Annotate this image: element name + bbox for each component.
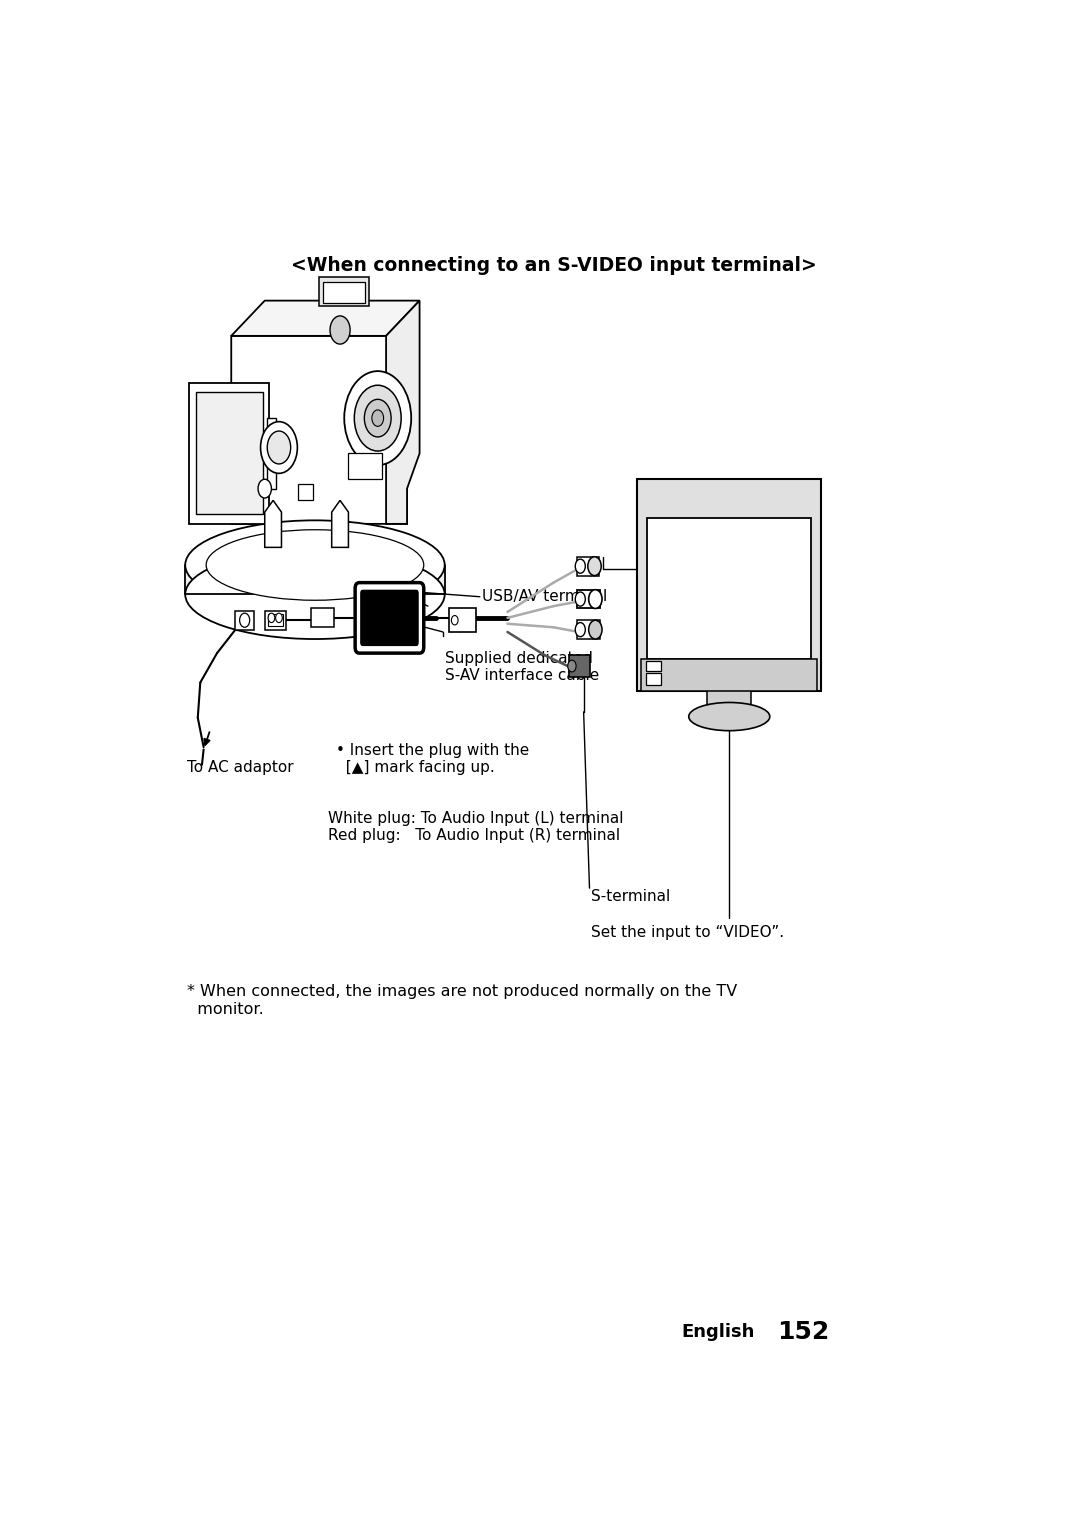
Circle shape xyxy=(589,589,602,609)
FancyBboxPatch shape xyxy=(186,565,444,594)
FancyBboxPatch shape xyxy=(577,620,600,639)
Circle shape xyxy=(267,430,291,464)
FancyBboxPatch shape xyxy=(646,661,661,671)
FancyBboxPatch shape xyxy=(355,583,423,653)
FancyBboxPatch shape xyxy=(268,615,283,626)
Circle shape xyxy=(364,400,391,436)
FancyBboxPatch shape xyxy=(449,609,475,632)
FancyBboxPatch shape xyxy=(577,557,598,575)
Text: • Insert the plug with the
  [▲] mark facing up.: • Insert the plug with the [▲] mark faci… xyxy=(336,743,529,775)
FancyBboxPatch shape xyxy=(349,453,382,479)
FancyBboxPatch shape xyxy=(647,517,811,659)
FancyBboxPatch shape xyxy=(320,278,369,307)
FancyBboxPatch shape xyxy=(707,688,752,714)
Polygon shape xyxy=(265,501,282,548)
Text: USB/AV terminal: USB/AV terminal xyxy=(483,589,608,604)
Text: White plug: To Audio Input (L) terminal
Red plug:   To Audio Input (R) terminal: White plug: To Audio Input (L) terminal … xyxy=(327,810,623,844)
Polygon shape xyxy=(387,301,420,523)
FancyBboxPatch shape xyxy=(360,589,419,645)
Polygon shape xyxy=(189,383,269,523)
Circle shape xyxy=(330,316,350,343)
Text: Yellow plug:
Not connected*: Yellow plug: Not connected* xyxy=(637,569,757,601)
Circle shape xyxy=(354,385,401,452)
FancyBboxPatch shape xyxy=(197,392,264,514)
FancyBboxPatch shape xyxy=(577,589,600,609)
FancyBboxPatch shape xyxy=(637,479,821,691)
Text: * When connected, the images are not produced normally on the TV
  monitor.: * When connected, the images are not pro… xyxy=(187,984,738,1016)
Circle shape xyxy=(260,421,297,473)
Text: <When connecting to an S-VIDEO input terminal>: <When connecting to an S-VIDEO input ter… xyxy=(291,256,816,275)
Polygon shape xyxy=(332,501,349,548)
Circle shape xyxy=(576,592,585,606)
Circle shape xyxy=(240,613,249,627)
Circle shape xyxy=(258,479,271,497)
Circle shape xyxy=(576,623,585,636)
Circle shape xyxy=(345,371,411,465)
FancyBboxPatch shape xyxy=(642,659,818,691)
FancyBboxPatch shape xyxy=(298,484,313,501)
Ellipse shape xyxy=(689,702,770,731)
Text: Supplied dedicated
S-AV interface cable: Supplied dedicated S-AV interface cable xyxy=(445,650,599,684)
Text: S-terminal: S-terminal xyxy=(591,888,671,903)
Polygon shape xyxy=(231,301,420,336)
Text: English: English xyxy=(681,1323,754,1341)
Text: Set the input to “VIDEO”.: Set the input to “VIDEO”. xyxy=(591,925,784,940)
FancyBboxPatch shape xyxy=(311,609,334,627)
Circle shape xyxy=(588,557,602,575)
Ellipse shape xyxy=(206,530,423,600)
FancyBboxPatch shape xyxy=(568,656,591,676)
Polygon shape xyxy=(231,336,407,523)
FancyBboxPatch shape xyxy=(265,610,286,630)
FancyBboxPatch shape xyxy=(323,282,365,304)
FancyBboxPatch shape xyxy=(646,673,661,685)
Circle shape xyxy=(451,615,458,626)
Text: 152: 152 xyxy=(778,1320,829,1344)
Circle shape xyxy=(275,613,282,623)
Ellipse shape xyxy=(186,549,445,639)
FancyBboxPatch shape xyxy=(235,610,254,630)
Circle shape xyxy=(568,661,576,671)
FancyBboxPatch shape xyxy=(267,418,275,488)
Circle shape xyxy=(576,559,585,574)
Circle shape xyxy=(268,613,274,623)
Circle shape xyxy=(372,410,383,426)
Circle shape xyxy=(589,620,602,639)
Ellipse shape xyxy=(186,520,445,610)
Text: To AC adaptor: To AC adaptor xyxy=(187,760,294,775)
